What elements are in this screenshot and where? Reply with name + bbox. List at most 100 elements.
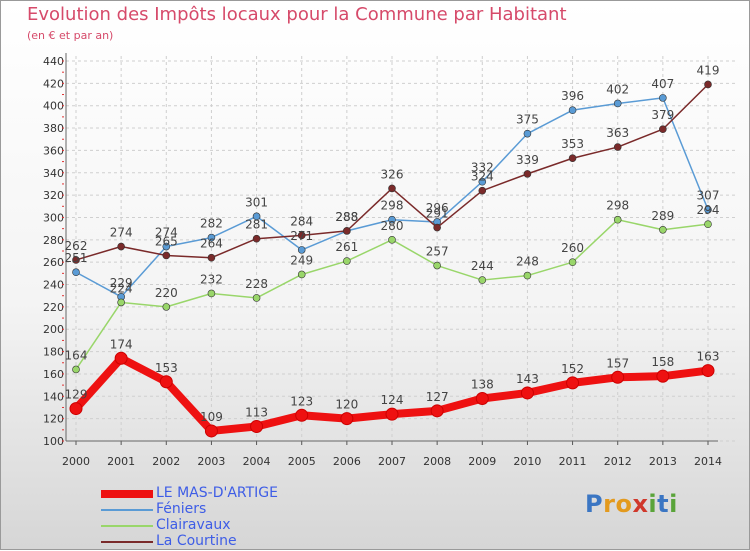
data-label: 143 xyxy=(516,372,539,386)
logo-letter: o xyxy=(615,490,633,518)
data-label: 220 xyxy=(155,286,178,300)
data-point xyxy=(204,424,218,438)
data-point xyxy=(343,257,351,265)
data-point xyxy=(568,154,577,163)
data-point xyxy=(568,258,577,266)
data-point xyxy=(69,402,83,416)
x-tick-label: 2005 xyxy=(288,455,316,468)
data-point xyxy=(207,253,216,262)
data-label: 152 xyxy=(561,362,584,376)
data-label: 164 xyxy=(65,348,88,362)
data-label: 402 xyxy=(606,82,629,96)
logo-letter: P xyxy=(585,490,604,518)
data-label: 326 xyxy=(381,167,404,181)
data-point xyxy=(704,80,712,89)
data-label: 228 xyxy=(245,277,268,291)
data-label: 307 xyxy=(697,189,720,203)
data-point xyxy=(72,365,80,374)
data-point xyxy=(659,125,667,133)
logo-letter: t xyxy=(657,490,670,518)
data-point xyxy=(701,364,715,378)
y-tick-label: 320 xyxy=(43,189,64,202)
data-point xyxy=(523,170,532,178)
data-label: 261 xyxy=(335,240,358,254)
data-label: 157 xyxy=(606,356,629,370)
data-point xyxy=(207,233,216,242)
y-tick-label: 140 xyxy=(43,390,64,403)
data-point xyxy=(250,419,264,433)
y-tick-label: 160 xyxy=(43,368,64,381)
legend-swatch xyxy=(101,509,153,511)
data-label: 264 xyxy=(200,237,223,251)
x-tick-label: 2014 xyxy=(694,455,722,468)
y-tick-label: 380 xyxy=(43,122,64,135)
data-label: 301 xyxy=(245,195,268,209)
data-label: 280 xyxy=(381,219,404,233)
data-label: 284 xyxy=(290,214,313,228)
data-label: 174 xyxy=(110,337,133,351)
data-label: 120 xyxy=(335,398,358,412)
data-point xyxy=(566,376,580,390)
data-label: 123 xyxy=(290,394,313,408)
data-point xyxy=(162,242,171,251)
legend-swatch xyxy=(101,525,153,527)
data-label: 274 xyxy=(110,226,133,240)
data-point xyxy=(297,246,306,254)
data-label: 271 xyxy=(290,229,313,243)
data-point xyxy=(117,242,125,251)
y-tick-label: 180 xyxy=(43,346,64,359)
data-point xyxy=(475,392,489,406)
x-tick-label: 2013 xyxy=(649,455,677,468)
data-point xyxy=(523,129,532,138)
data-label: 138 xyxy=(471,378,494,392)
data-label: 289 xyxy=(651,209,674,223)
data-point xyxy=(340,412,354,426)
data-label: 158 xyxy=(651,355,674,369)
data-label: 288 xyxy=(335,210,358,224)
y-tick-label: 440 xyxy=(43,55,64,68)
x-tick-label: 2000 xyxy=(62,455,90,468)
data-label: 232 xyxy=(200,272,223,286)
data-label: 113 xyxy=(245,405,268,419)
x-tick-label: 2012 xyxy=(604,455,632,468)
y-tick-label: 260 xyxy=(43,256,64,269)
legend-label: Féniers xyxy=(156,501,207,517)
data-point xyxy=(478,276,487,284)
data-point xyxy=(659,94,667,102)
data-point xyxy=(385,407,399,421)
x-tick-label: 2009 xyxy=(468,455,496,468)
y-tick-label: 280 xyxy=(43,234,64,247)
x-tick-label: 2007 xyxy=(378,455,406,468)
data-point xyxy=(656,369,670,383)
data-label: 332 xyxy=(471,161,494,175)
data-label: 298 xyxy=(606,199,629,213)
x-tick-label: 2008 xyxy=(423,455,451,468)
y-tick-label: 300 xyxy=(43,211,64,224)
x-tick-label: 2010 xyxy=(513,455,541,468)
data-point xyxy=(433,261,441,270)
data-label: 265 xyxy=(155,234,178,248)
data-point xyxy=(611,370,625,384)
data-label: 288 xyxy=(335,210,358,224)
data-label: 353 xyxy=(561,137,584,151)
data-point xyxy=(433,223,441,232)
x-tick-label: 2011 xyxy=(559,455,587,468)
legend-label: Clairavaux xyxy=(156,517,231,533)
data-label: 109 xyxy=(200,410,223,424)
data-label: 419 xyxy=(697,63,720,77)
data-label: 244 xyxy=(471,259,494,273)
legend-label: LE MAS-D'ARTIGE xyxy=(156,485,278,501)
data-label: 274 xyxy=(155,226,178,240)
data-label: 129 xyxy=(65,388,88,402)
legend-label: La Courtine xyxy=(156,533,237,549)
x-tick-label: 2001 xyxy=(107,455,135,468)
data-point xyxy=(295,408,309,422)
data-point xyxy=(114,351,128,365)
x-tick-label: 2002 xyxy=(152,455,180,468)
data-point xyxy=(478,186,487,195)
data-label: 379 xyxy=(651,108,674,122)
data-point xyxy=(117,298,125,307)
data-point xyxy=(297,231,306,240)
